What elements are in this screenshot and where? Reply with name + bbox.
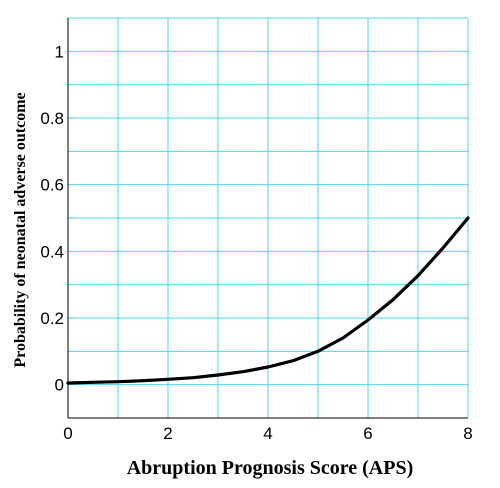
x-tick-label: 2 [163, 424, 172, 443]
y-tick-label: 0.8 [40, 109, 64, 128]
x-axis-title: Abruption Prognosis Score (APS) [127, 457, 414, 479]
y-tick-labels: 0 0.2 0.4 0.6 0.8 1 [40, 42, 64, 394]
series-line [66, 216, 470, 385]
y-tick-label: 0.6 [40, 176, 64, 195]
y-tick-label: 0.2 [40, 309, 64, 328]
x-tick-label: 0 [63, 424, 72, 443]
y-tick-label: 1 [55, 42, 64, 61]
x-tick-label: 6 [363, 424, 372, 443]
grid [67, 17, 469, 419]
y-tick-label: 0 [55, 376, 64, 395]
x-tick-label: 4 [263, 424, 272, 443]
y-axis-title: Probability of neonatal adverse outcome [12, 92, 29, 367]
series-layer [66, 216, 470, 385]
x-tick-labels: 0 2 4 6 8 [63, 424, 472, 443]
axes [67, 18, 468, 419]
y-tick-label: 0.4 [40, 242, 64, 261]
x-tick-label: 8 [463, 424, 472, 443]
